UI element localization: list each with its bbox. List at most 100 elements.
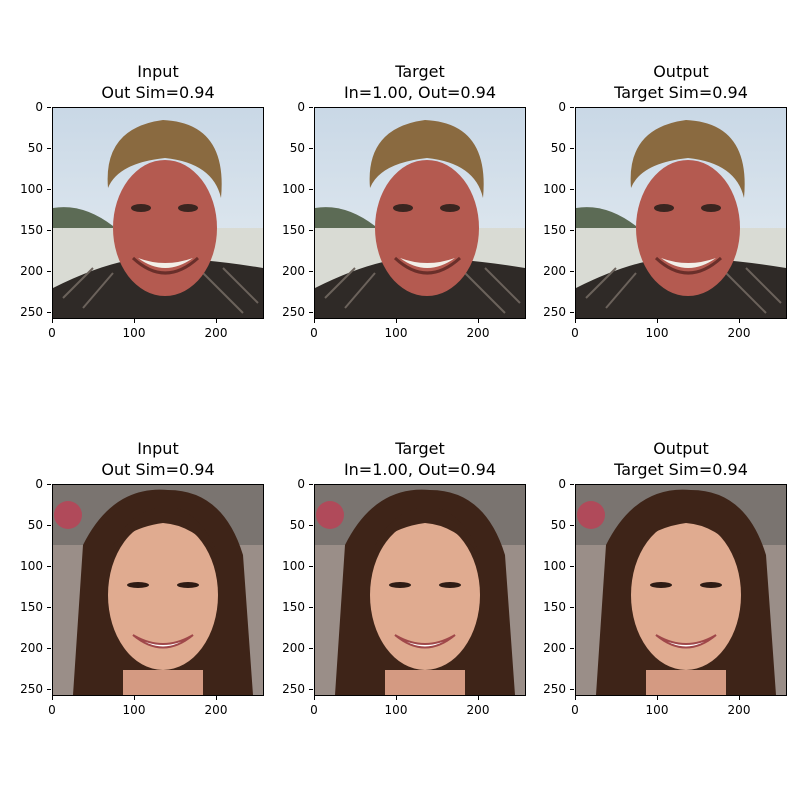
x-tick-mark xyxy=(739,696,740,700)
y-tick-mark xyxy=(47,566,51,567)
y-tick-label: 100 xyxy=(20,182,43,196)
panel-title-line1: Target xyxy=(395,62,445,81)
y-tick-mark xyxy=(47,271,51,272)
panel-title-line2: Target Sim=0.94 xyxy=(614,83,748,102)
x-tick-mark xyxy=(478,696,479,700)
panel-title-line2: Target Sim=0.94 xyxy=(614,460,748,479)
y-tick-mark xyxy=(47,189,51,190)
panel-title-line1: Output xyxy=(653,62,709,81)
x-tick-label: 100 xyxy=(122,326,146,340)
y-tick-mark xyxy=(47,689,51,690)
x-tick-label: 0 xyxy=(48,703,56,717)
y-tick-mark xyxy=(309,107,313,108)
y-tick-mark xyxy=(309,484,313,485)
y-tick-label: 0 xyxy=(558,477,566,491)
y-tick-mark xyxy=(47,607,51,608)
y-tick-mark xyxy=(309,607,313,608)
y-tick-label: 250 xyxy=(20,305,43,319)
panel-title-line2: In=1.00, Out=0.94 xyxy=(343,83,497,102)
x-tick-mark xyxy=(575,319,576,323)
x-tick-mark xyxy=(216,319,217,323)
image-panel: Target In=1.00, Out=0.94 0 50 100 150 200 250 0… xyxy=(282,62,526,340)
y-tick-label: 250 xyxy=(20,682,43,696)
portrait-woman-image xyxy=(53,485,263,695)
y-tick-label: 100 xyxy=(543,559,566,573)
image-frame xyxy=(52,484,264,696)
panel-title: Target In=1.00, Out=0.94 xyxy=(290,61,550,103)
x-tick-mark xyxy=(314,319,315,323)
y-tick-label: 200 xyxy=(543,641,566,655)
panel-title-line1: Target xyxy=(395,439,445,458)
y-tick-mark xyxy=(309,230,313,231)
y-tick-label: 150 xyxy=(282,223,305,237)
x-tick-label: 200 xyxy=(466,326,490,340)
x-tick-mark xyxy=(657,319,658,323)
x-tick-mark xyxy=(396,319,397,323)
y-tick-mark xyxy=(47,230,51,231)
x-tick-label: 100 xyxy=(645,326,669,340)
x-tick-mark xyxy=(216,696,217,700)
panel-title-line1: Input xyxy=(137,439,179,458)
y-tick-mark xyxy=(570,271,574,272)
y-tick-label: 150 xyxy=(543,223,566,237)
image-panel: Input Out Sim=0.94 0 50 100 150 200 250 0 100 200 xyxy=(20,62,264,340)
panel-title: Input Out Sim=0.94 xyxy=(28,61,288,103)
x-tick-mark xyxy=(134,696,135,700)
x-tick-label: 0 xyxy=(571,326,579,340)
x-tick-label: 100 xyxy=(645,703,669,717)
y-tick-mark xyxy=(309,148,313,149)
y-tick-mark xyxy=(309,189,313,190)
y-tick-label: 100 xyxy=(282,182,305,196)
image-frame xyxy=(314,484,526,696)
x-tick-label: 0 xyxy=(571,703,579,717)
image-frame xyxy=(52,107,264,319)
y-tick-mark xyxy=(47,312,51,313)
x-tick-mark xyxy=(739,319,740,323)
image-frame xyxy=(314,107,526,319)
x-tick-label: 100 xyxy=(384,703,408,717)
y-tick-mark xyxy=(570,525,574,526)
portrait-woman-image xyxy=(315,485,525,695)
y-tick-label: 250 xyxy=(282,682,305,696)
y-tick-label: 0 xyxy=(297,100,305,114)
y-tick-label: 100 xyxy=(282,559,305,573)
portrait-man-image xyxy=(53,108,263,318)
y-tick-label: 200 xyxy=(543,264,566,278)
panel-title: Target In=1.00, Out=0.94 xyxy=(290,438,550,480)
x-tick-label: 200 xyxy=(204,326,228,340)
x-tick-mark xyxy=(396,696,397,700)
y-tick-label: 250 xyxy=(282,305,305,319)
y-tick-label: 0 xyxy=(35,100,43,114)
portrait-man-image xyxy=(576,108,786,318)
y-tick-label: 100 xyxy=(543,182,566,196)
y-tick-mark xyxy=(570,648,574,649)
panel-title-line2: In=1.00, Out=0.94 xyxy=(343,460,497,479)
y-tick-label: 50 xyxy=(550,141,566,155)
y-tick-mark xyxy=(47,107,51,108)
y-tick-label: 0 xyxy=(558,100,566,114)
x-tick-label: 200 xyxy=(727,703,751,717)
y-tick-label: 50 xyxy=(289,518,305,532)
y-tick-mark xyxy=(570,312,574,313)
y-tick-mark xyxy=(47,484,51,485)
image-panel: Output Target Sim=0.94 0 50 100 150 200 250 0 10… xyxy=(543,439,787,717)
y-tick-label: 200 xyxy=(20,641,43,655)
image-frame xyxy=(575,484,787,696)
x-tick-label: 100 xyxy=(122,703,146,717)
panel-title: Output Target Sim=0.94 xyxy=(551,438,800,480)
image-panel: Input Out Sim=0.94 0 50 100 150 200 250 0 100 200 xyxy=(20,439,264,717)
x-tick-mark xyxy=(52,319,53,323)
y-tick-mark xyxy=(309,648,313,649)
y-tick-label: 0 xyxy=(297,477,305,491)
y-tick-label: 50 xyxy=(27,518,43,532)
x-tick-label: 200 xyxy=(204,703,228,717)
y-tick-mark xyxy=(47,648,51,649)
y-tick-label: 200 xyxy=(282,264,305,278)
y-tick-mark xyxy=(570,230,574,231)
y-tick-label: 150 xyxy=(20,600,43,614)
x-tick-mark xyxy=(575,696,576,700)
x-tick-mark xyxy=(478,319,479,323)
y-tick-mark xyxy=(570,566,574,567)
y-tick-mark xyxy=(570,607,574,608)
panel-title: Input Out Sim=0.94 xyxy=(28,438,288,480)
